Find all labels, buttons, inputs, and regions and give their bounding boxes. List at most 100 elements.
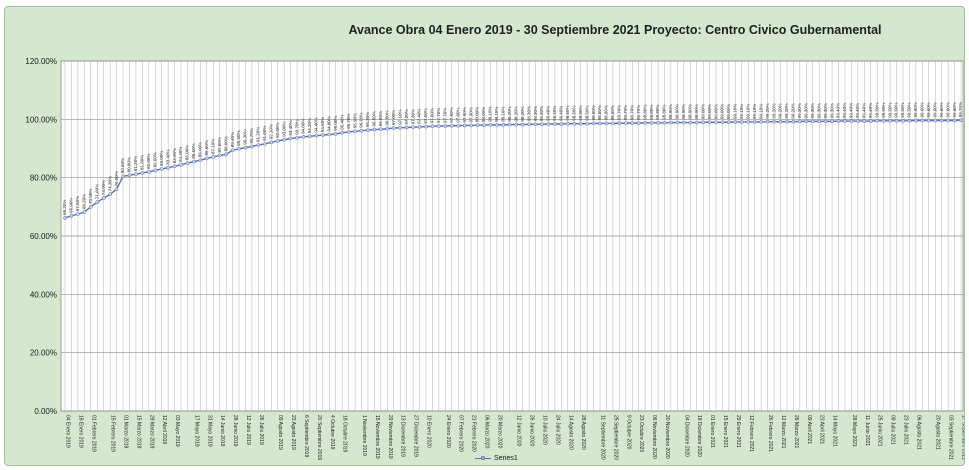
legend-label: Series1 [494,455,518,462]
data-point [269,140,274,145]
data-point [88,204,93,209]
data-point [636,121,641,125]
x-tick-label: 25 Septiembre 2020 [612,415,618,460]
x-tick-label: 27 Diciembre 2019 [413,415,419,457]
x-tick-label: 26 Marzo 2021 [793,415,799,449]
data-label: 98.00% [481,107,486,122]
data-point [108,192,112,197]
data-label: 73.00% [101,180,106,195]
data-point [933,118,938,123]
data-label: 99.40% [868,103,873,118]
x-tick-label: 01 Febrero 2019 [90,415,96,452]
data-label: 98.70% [636,105,641,120]
data-label: 99.10% [739,104,744,119]
data-label: 84.40% [178,147,183,162]
data-point [185,161,190,165]
x-tick-label: 26 Febrero 2021 [767,415,773,452]
data-point [443,124,448,128]
data-point [217,153,222,158]
data-label: 99.60% [920,102,925,117]
data-label: 99.40% [836,103,841,118]
data-point [862,119,867,123]
data-point [121,174,125,179]
data-point [843,119,847,123]
data-point [424,124,428,129]
data-label: 89.90% [236,131,241,146]
data-point [379,127,383,132]
data-label: 86.60% [204,140,209,155]
data-label: 99.50% [874,103,879,118]
x-tick-label: 20 Septiembre 2019 [316,415,322,460]
data-label: 99.40% [842,103,847,118]
data-point [140,171,145,175]
x-tick-label: 11 Septiembre 2020 [600,415,606,460]
data-point [778,119,783,124]
data-point [946,118,950,123]
data-point [598,121,602,126]
x-tick-label: 09 Julio 2021 [890,415,896,445]
data-label: 97.40% [417,109,422,124]
data-label: 83.00% [159,151,164,166]
x-tick-label: 06 Noviembre 2020 [651,415,657,459]
x-tick-label: 18 Enero 2019 [77,415,83,448]
x-tick-label: 29 Noviembre 2019 [387,415,393,459]
data-point [630,121,635,125]
data-point [262,141,267,146]
data-point [398,125,403,130]
data-point [675,120,680,125]
data-point [565,121,570,126]
data-label: 99.50% [900,103,905,118]
data-label: 97.30% [410,109,415,124]
data-point [810,119,815,124]
data-label: 67.50% [75,196,80,211]
x-tick-label: 18 Diciembre 2020 [696,415,702,457]
data-point [746,120,751,124]
data-point [849,119,854,123]
data-point [669,120,673,125]
data-label: 92.60% [275,123,280,138]
data-point [817,119,822,124]
data-point [275,139,280,143]
data-point [411,125,415,130]
data-point [959,118,963,123]
y-tick-label: 0.00% [34,407,57,416]
x-tick-label: 06 Marzo 2020 [483,415,489,449]
data-point [507,122,512,127]
data-label: 71.60% [94,184,99,199]
data-label: 99.40% [855,103,860,118]
data-point [250,144,254,149]
x-tick-label: 15 Enero 2021 [722,415,728,448]
data-point [785,119,789,124]
data-label: 93.40% [288,120,293,135]
data-label: 99.50% [894,103,899,118]
x-tick-label: 25 Junio 2021 [877,415,883,447]
data-label: 98.90% [668,104,673,119]
data-label: 98.50% [571,105,576,120]
data-point [385,126,390,131]
data-label: 95.70% [346,114,351,129]
data-point [733,120,738,124]
y-tick-label: 40.00% [30,290,57,299]
data-point [907,118,912,123]
legend: Series1 [475,455,518,462]
data-label: 99.30% [816,103,821,118]
data-point [146,169,151,174]
data-label: 91.60% [262,126,267,141]
x-tick-label: 31 Mayo 2019 [206,415,212,447]
data-label: 99.00% [707,104,712,119]
data-point [340,130,345,135]
data-label: 95.90% [352,113,357,128]
data-point [211,155,216,159]
data-label: 98.20% [520,106,525,121]
data-point [437,124,441,128]
data-point [688,120,693,125]
data-point [514,122,519,127]
data-point [224,152,229,157]
data-point [353,129,357,134]
data-point [417,125,422,129]
data-label: 99.00% [713,104,718,119]
data-label: 66.90% [69,198,74,213]
data-point [772,119,776,124]
data-label: 99.60% [939,102,944,117]
data-point [127,173,132,178]
